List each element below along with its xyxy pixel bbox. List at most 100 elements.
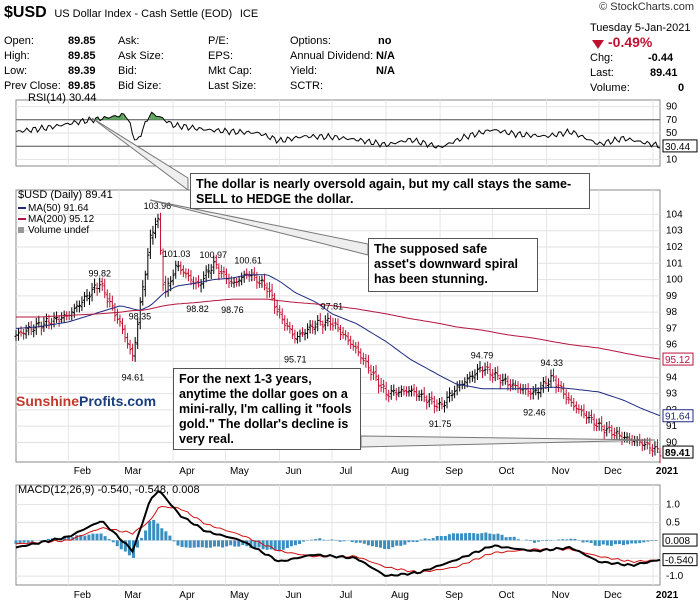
macd-hist-bar bbox=[91, 533, 95, 541]
macd-hist-bar bbox=[573, 538, 577, 541]
macd-hist-bar bbox=[524, 539, 528, 541]
chg-label: Chg: bbox=[590, 52, 614, 64]
macd-tick-label: 0.5 bbox=[666, 518, 680, 529]
pe-label: P/E: bbox=[208, 35, 229, 47]
price-x-tick-label: Oct bbox=[499, 466, 515, 477]
symbol: $USD bbox=[4, 4, 47, 21]
price-tick-label: 99 bbox=[666, 291, 678, 302]
rsi-overbought-fill bbox=[112, 115, 116, 120]
macd-hist-bar bbox=[180, 540, 184, 547]
change-pct: -0.49% bbox=[592, 34, 652, 50]
down-triangle-icon bbox=[592, 39, 604, 49]
callout-rsi: The dollar is nearly oversold again, but… bbox=[190, 173, 590, 209]
macd-hist-bar bbox=[626, 540, 630, 545]
price-right-label: 89.41 bbox=[665, 448, 690, 459]
chg-value: -0.44 bbox=[648, 52, 674, 64]
macd-hist-bar bbox=[148, 521, 152, 541]
macd-hist-bar bbox=[192, 540, 196, 548]
options-value: no bbox=[378, 35, 392, 47]
macd-hist-bar bbox=[447, 534, 451, 541]
macd-hist-bar bbox=[136, 540, 140, 548]
macd-hist-bar bbox=[87, 534, 91, 541]
macd-hist-bar bbox=[188, 540, 192, 548]
price-annotation: 98.82 bbox=[186, 304, 209, 314]
price-tick-label: 90 bbox=[666, 437, 678, 448]
macd-tick-label: 1.0 bbox=[666, 500, 680, 511]
macd-x-tick-label: Dec bbox=[604, 590, 622, 601]
high-label: High: bbox=[4, 50, 30, 62]
macd-hist-bar bbox=[387, 540, 391, 550]
macd-hist-bar bbox=[488, 533, 492, 541]
price-tick-label: 91 bbox=[666, 421, 678, 432]
chart-title: $USD US Dollar Index - Cash Settle (EOD)… bbox=[4, 4, 258, 22]
macd-hist-bar bbox=[334, 539, 338, 541]
macd-hist-bar bbox=[273, 540, 277, 551]
macd-hist-bar bbox=[237, 540, 241, 547]
price-tick-label: 101 bbox=[666, 258, 683, 269]
macd-hist-bar bbox=[338, 540, 342, 542]
macd-hist-bar bbox=[293, 540, 297, 546]
price-x-tick-label: Apr bbox=[179, 466, 195, 477]
price-annotation: 91.75 bbox=[429, 419, 452, 429]
price-title: $USD (Daily) 89.41 bbox=[18, 189, 113, 201]
macd-hist-bar bbox=[298, 540, 302, 545]
price-right-label: 91.64 bbox=[665, 412, 690, 423]
macd-x-tick-label: Mar bbox=[124, 590, 142, 601]
macd-hist-bar bbox=[269, 540, 273, 550]
macd-hist-bar bbox=[107, 539, 111, 541]
macd-hist-bar bbox=[561, 539, 565, 541]
prev-close-label: Prev Close: bbox=[4, 80, 61, 92]
price-tick-label: 96 bbox=[666, 340, 678, 351]
macd-x-tick-label: May bbox=[230, 590, 249, 601]
price-right-label: 95.12 bbox=[665, 355, 690, 366]
macd-hist-bar bbox=[99, 533, 103, 541]
price-annotation: 98.35 bbox=[129, 311, 152, 321]
macd-hist-bar bbox=[257, 540, 261, 548]
connector-rsi bbox=[91, 117, 189, 191]
price-annotation: 94.61 bbox=[122, 372, 145, 382]
macd-hist-bar bbox=[460, 533, 464, 541]
macd-hist-bar bbox=[403, 540, 407, 545]
macd-hist-bar bbox=[516, 539, 520, 541]
options-label: Options: bbox=[290, 35, 331, 47]
macd-x-tick-label: Nov bbox=[552, 590, 570, 601]
macd-hist-bar bbox=[654, 540, 658, 541]
rsi-overbought-fill bbox=[121, 113, 124, 120]
macd-title: MACD(12,26,9) -0.540, -0.548, 0.008 bbox=[18, 484, 200, 496]
macd-hist-bar bbox=[443, 535, 447, 541]
macd-hist-bar bbox=[435, 535, 439, 541]
price-right-label-box bbox=[662, 445, 694, 459]
macd-hist-bar bbox=[75, 535, 79, 541]
exchange: ICE bbox=[239, 8, 259, 20]
macd-frame bbox=[15, 484, 661, 586]
macd-hist-bar bbox=[431, 538, 435, 541]
price-x-tick-label: Feb bbox=[74, 466, 92, 477]
yield-label: Yield: bbox=[290, 65, 318, 77]
macd-hist-bar bbox=[609, 540, 613, 546]
dividend-label: Annual Dividend: bbox=[290, 50, 374, 62]
macd-hist-bar bbox=[504, 537, 508, 541]
rsi-last-value: 30.44 bbox=[665, 142, 690, 153]
price-tick-label: 100 bbox=[666, 275, 683, 286]
macd-hist-bar bbox=[160, 528, 164, 541]
macd-hist-bar bbox=[176, 540, 180, 546]
rsi-last-value-box bbox=[662, 139, 698, 153]
macd-hist-bar bbox=[168, 535, 172, 541]
low-label: Low: bbox=[4, 65, 28, 77]
macd-hist-bar bbox=[119, 540, 123, 550]
macd-hist-bar bbox=[265, 540, 269, 550]
price-x-tick-label: Jul bbox=[339, 466, 352, 477]
macd-hist-bar bbox=[451, 533, 455, 541]
callout-gold: For the next 1-3 years, anytime the doll… bbox=[173, 368, 361, 450]
yield-value: N/A bbox=[376, 65, 395, 77]
macd-hist-bar bbox=[366, 540, 370, 546]
macd-hist-bar bbox=[302, 540, 306, 542]
last-label: Last: bbox=[590, 67, 614, 79]
macd-hist-bar bbox=[144, 530, 148, 541]
macd-hist-bar bbox=[496, 533, 500, 541]
macd-hist-bar bbox=[281, 540, 285, 550]
price-annotation: 97.81 bbox=[321, 301, 344, 311]
price-tick-label: 94 bbox=[666, 372, 678, 383]
macd-hist-bar bbox=[650, 540, 654, 541]
macd-hist-bar bbox=[111, 540, 115, 543]
